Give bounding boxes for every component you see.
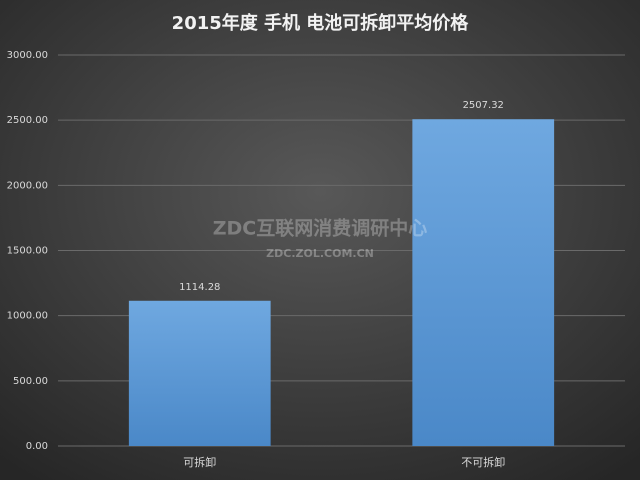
x-tick-label: 可拆卸	[183, 455, 216, 469]
y-tick-label: 1000.00	[7, 311, 48, 322]
bar	[412, 119, 555, 447]
data-label: 2507.32	[463, 100, 504, 111]
y-tick-label: 0.00	[26, 441, 48, 452]
data-label: 1114.28	[179, 282, 220, 293]
x-tick-label: 不可拆卸	[461, 455, 505, 469]
y-tick-label: 1500.00	[7, 246, 48, 257]
y-tick-label: 2500.00	[7, 115, 48, 126]
watermark-title: ZDC互联网消费调研中心	[213, 217, 428, 240]
bar	[128, 300, 271, 446]
chart-title: 2015年度 手机 电池可拆卸平均价格	[172, 12, 470, 34]
y-tick-label: 2000.00	[7, 180, 48, 191]
watermark-site: ZDC.ZOL.COM.CN	[266, 247, 374, 260]
y-tick-label: 500.00	[13, 376, 48, 387]
y-tick-label: 3000.00	[7, 50, 48, 61]
